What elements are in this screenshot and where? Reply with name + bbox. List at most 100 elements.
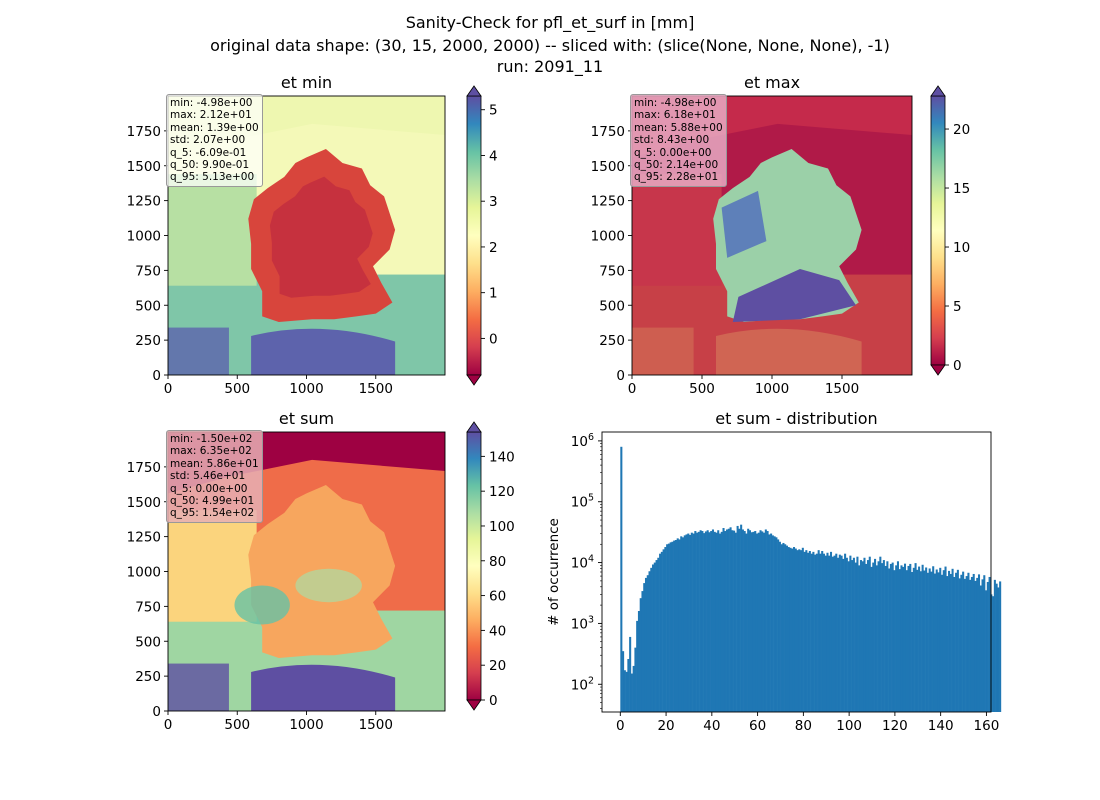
histogram-bar [634, 647, 637, 712]
histogram-bar [837, 557, 840, 712]
histogram-bar [972, 573, 975, 712]
histogram-bar [838, 554, 841, 712]
x-tick-label: 40 [703, 718, 720, 734]
histogram-bar [944, 566, 947, 712]
histogram-bar [807, 552, 810, 712]
histogram-bar [755, 533, 759, 712]
x-tick-label: 80 [795, 718, 812, 734]
stats-line: q_50: 2.14e+00 [634, 159, 719, 172]
histogram-bar [874, 558, 877, 712]
map-texture [234, 585, 290, 625]
histogram-bar [889, 563, 892, 712]
x-tick-label: 500 [224, 717, 250, 733]
map-southwest-region [168, 663, 229, 711]
y-tick-label: 104 [571, 554, 594, 572]
et-min-stats: min: -4.98e+00 max: 2.12e+01 mean: 1.39e+0… [166, 94, 263, 187]
stats-line: mean: 1.39e+00 [170, 121, 259, 134]
map-texture [269, 176, 373, 298]
histogram-bar [632, 665, 635, 712]
x-tick-label: 500 [689, 381, 715, 397]
x-tick-label: 140 [928, 718, 954, 734]
histogram-bar [840, 555, 843, 712]
stats-line: std: 2.07e+00 [170, 134, 246, 147]
histogram-bar [817, 550, 820, 712]
x-tick-label: 1000 [755, 381, 789, 397]
stats-line: q_50: 4.99e+01 [170, 495, 255, 508]
histogram-bar [956, 569, 959, 712]
colorbar-extend-max [466, 421, 482, 433]
histogram-bar [637, 611, 640, 712]
histogram-bar [822, 553, 825, 712]
histogram-bar [875, 565, 878, 712]
histogram-bar [666, 544, 669, 712]
histogram-bar [743, 531, 746, 712]
map-texture [732, 268, 856, 322]
colorbar-gradient [466, 431, 482, 701]
histogram-bar [881, 563, 884, 712]
histogram-bar [646, 575, 649, 712]
y-tick-label: 1250 [591, 194, 625, 210]
histogram-bar [657, 557, 660, 712]
y-tick-label: 0 [152, 704, 161, 720]
histogram-bar [648, 571, 651, 712]
histogram-bar [970, 576, 973, 712]
histogram-bar [754, 531, 757, 712]
histogram-bar [992, 596, 995, 712]
histogram-bar [792, 547, 796, 712]
histogram-bar [919, 571, 922, 712]
histogram-bar [775, 537, 778, 712]
x-tick-label: 0 [628, 381, 637, 397]
histogram-bar [805, 550, 808, 712]
histogram-bar [794, 548, 797, 712]
histogram-bar [896, 561, 899, 712]
y-tick-label: 103 [571, 614, 594, 632]
histogram-bar [988, 576, 991, 712]
histogram-bar [796, 550, 799, 712]
histogram-bar [803, 551, 806, 712]
et-max-stats: min: -4.98e+00 max: 6.18e+01 mean: 5.88e+0… [630, 94, 727, 187]
x-tick-label: 20 [657, 718, 674, 734]
colorbar-tick-label: 60 [489, 589, 506, 605]
histogram-bar [741, 529, 744, 712]
histogram-bar [939, 567, 942, 712]
histogram-bar [902, 566, 905, 712]
histogram-bar [703, 533, 706, 712]
y-tick-label: 1500 [591, 159, 625, 175]
histogram-bar [662, 549, 665, 712]
stats-line: mean: 5.88e+00 [634, 121, 723, 134]
histogram-bar [933, 573, 936, 712]
y-tick-label: 500 [599, 298, 625, 314]
colorbar-tick-label: 0 [953, 358, 962, 374]
histogram-bar [955, 572, 958, 712]
histogram-bar [747, 528, 750, 712]
histogram-bar [918, 566, 921, 712]
histogram-bar [681, 537, 685, 712]
histogram-bar [826, 552, 829, 712]
histogram-bar [909, 563, 912, 712]
x-tick-label: 60 [749, 718, 766, 734]
histogram-bar [814, 554, 817, 712]
histogram-bar [699, 530, 702, 712]
histogram-bar [912, 567, 915, 712]
histogram-bar [999, 581, 1002, 712]
x-tick-label: 1000 [289, 381, 323, 397]
stats-line: q_95: 5.13e+00 [170, 171, 255, 184]
y-tick-label: 106 [571, 432, 594, 450]
histogram-bar [717, 530, 720, 712]
histogram-bar [858, 565, 861, 712]
histogram-bar [907, 565, 910, 712]
colorbar-tick-label: 2 [489, 240, 498, 256]
histogram-bar [643, 583, 646, 712]
histogram-bar [965, 576, 968, 712]
y-tick-label: 750 [135, 263, 161, 279]
map-alps-region [251, 328, 396, 375]
et-sum-stats: min: -1.50e+02 max: 6.35e+02 mean: 5.86e+0… [166, 430, 263, 523]
y-tick-label: 1750 [591, 124, 625, 140]
histogram-panel: et sum - distribution # of occurrence 0 20 4… [546, 409, 1002, 734]
y-tick-label: 500 [135, 298, 161, 314]
histogram-bar [891, 562, 894, 712]
stats-line: q_5: -6.09e-01 [170, 146, 247, 159]
histogram-bar [660, 551, 663, 712]
x-tick-label: 1500 [825, 381, 859, 397]
histogram-bar [824, 555, 827, 712]
